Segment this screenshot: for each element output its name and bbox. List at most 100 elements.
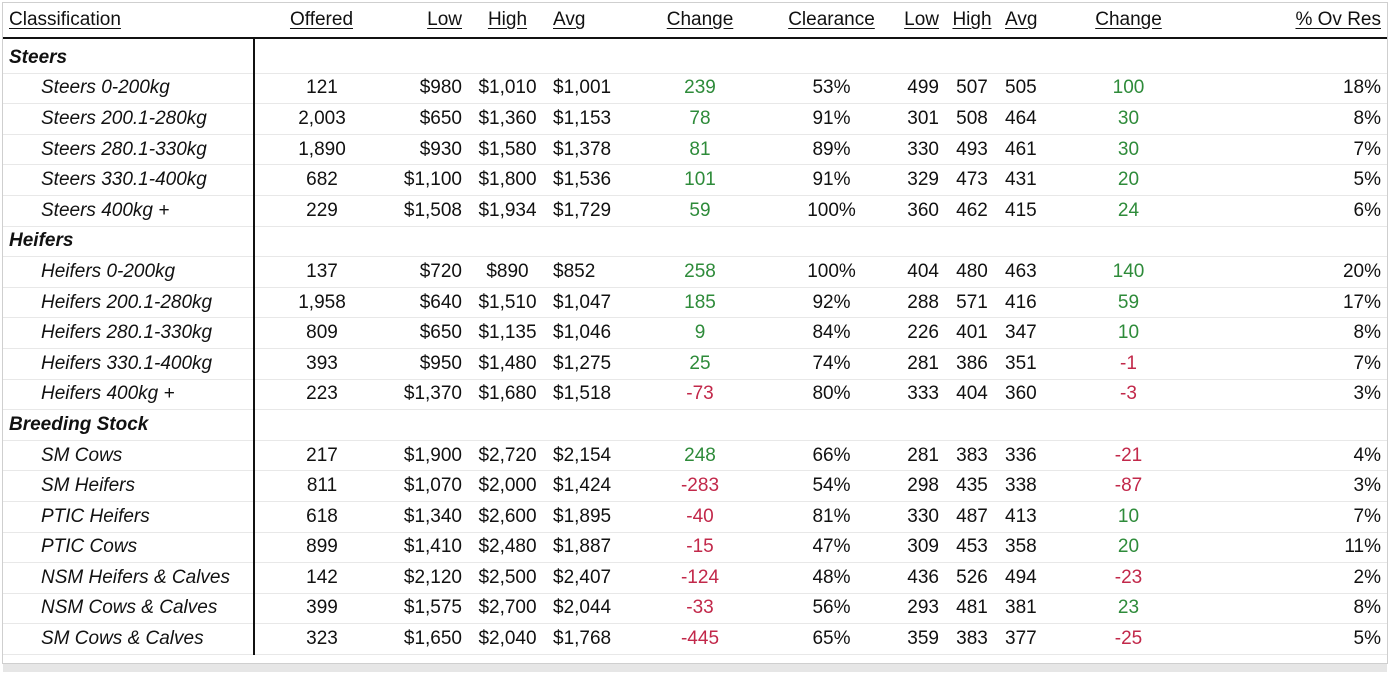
offered-cell: 393 <box>254 348 389 380</box>
classification-cell: NSM Cows & Calves <box>3 593 255 625</box>
offered-cell: 811 <box>254 470 389 502</box>
header-change-cents: Change <box>1067 3 1190 39</box>
avg-cents-cell: 347 <box>999 317 1067 349</box>
clearance-cell: 74% <box>778 348 885 380</box>
group-label: Heifers <box>3 226 255 258</box>
table-row: Heifers 200.1-280kg 1,958 $640 $1,510 $1,047… <box>3 287 1387 319</box>
high-cents-cell: 473 <box>945 164 999 196</box>
change-cell: 258 <box>622 256 778 288</box>
avg-price-cell: $1,518 <box>547 379 622 411</box>
ov-res-cell: 5% <box>1190 623 1387 655</box>
empty-cell <box>1190 409 1387 441</box>
low-cents-cell: 333 <box>885 379 945 411</box>
high-cents-cell: 435 <box>945 470 999 502</box>
high-cents-cell: 453 <box>945 532 999 564</box>
avg-price-cell: $2,044 <box>547 593 622 625</box>
change-cents-cell: 30 <box>1067 103 1190 135</box>
group-row: Breeding Stock <box>3 409 1387 441</box>
low-price-cell: $1,410 <box>389 532 468 564</box>
low-cents-cell: 330 <box>885 134 945 166</box>
avg-cents-cell: 358 <box>999 532 1067 564</box>
table-row: SM Cows 217 $1,900 $2,720 $2,154 248 66% 281 383… <box>3 440 1387 472</box>
avg-price-cell: $1,895 <box>547 501 622 533</box>
empty-cell <box>254 38 389 74</box>
low-cents-cell: 404 <box>885 256 945 288</box>
ov-res-cell: 7% <box>1190 134 1387 166</box>
change-cents-cell: -23 <box>1067 562 1190 594</box>
empty-cell <box>1067 409 1190 441</box>
empty-cell <box>885 226 945 258</box>
clearance-cell: 66% <box>778 440 885 472</box>
low-price-cell: $1,070 <box>389 470 468 502</box>
empty-cell <box>389 409 468 441</box>
header-row: Classification Offered Low High Avg Chan… <box>3 3 1387 39</box>
header-high: High <box>468 3 547 39</box>
avg-cents-cell: 461 <box>999 134 1067 166</box>
header-avg-cents: Avg <box>999 3 1067 39</box>
change-cents-cell: 10 <box>1067 501 1190 533</box>
low-cents-cell: 359 <box>885 623 945 655</box>
change-cell: 9 <box>622 317 778 349</box>
avg-cents-cell: 463 <box>999 256 1067 288</box>
high-cents-cell: 383 <box>945 440 999 472</box>
avg-cents-cell: 336 <box>999 440 1067 472</box>
classification-cell: PTIC Heifers <box>3 501 255 533</box>
avg-cents-cell: 505 <box>999 73 1067 105</box>
offered-cell: 217 <box>254 440 389 472</box>
avg-price-cell: $2,154 <box>547 440 622 472</box>
offered-cell: 229 <box>254 195 389 227</box>
group-row: Steers <box>3 38 1387 74</box>
avg-cents-cell: 431 <box>999 164 1067 196</box>
low-price-cell: $1,650 <box>389 623 468 655</box>
high-price-cell: $890 <box>468 256 547 288</box>
change-cell: -445 <box>622 623 778 655</box>
header-change: Change <box>622 3 778 39</box>
low-price-cell: $1,900 <box>389 440 468 472</box>
avg-cents-cell: 464 <box>999 103 1067 135</box>
high-price-cell: $2,600 <box>468 501 547 533</box>
high-price-cell: $2,500 <box>468 562 547 594</box>
avg-price-cell: $852 <box>547 256 622 288</box>
low-price-cell: $950 <box>389 348 468 380</box>
low-price-cell: $650 <box>389 317 468 349</box>
change-cents-cell: 100 <box>1067 73 1190 105</box>
offered-cell: 1,890 <box>254 134 389 166</box>
low-cents-cell: 298 <box>885 470 945 502</box>
low-price-cell: $1,340 <box>389 501 468 533</box>
high-cents-cell: 507 <box>945 73 999 105</box>
classification-cell: Heifers 0-200kg <box>3 256 255 288</box>
empty-cell <box>999 409 1067 441</box>
low-price-cell: $1,100 <box>389 164 468 196</box>
classification-cell: Steers 200.1-280kg <box>3 103 255 135</box>
high-price-cell: $1,580 <box>468 134 547 166</box>
avg-price-cell: $1,729 <box>547 195 622 227</box>
change-cents-cell: 20 <box>1067 164 1190 196</box>
avg-cents-cell: 413 <box>999 501 1067 533</box>
offered-cell: 618 <box>254 501 389 533</box>
avg-price-cell: $1,768 <box>547 623 622 655</box>
table-body: Steers Steers 0-200kg 121 $980 $1,010 $1,001 2… <box>3 38 1387 655</box>
empty-cell <box>468 409 547 441</box>
change-cents-cell: -1 <box>1067 348 1190 380</box>
empty-cell <box>1067 38 1190 74</box>
high-cents-cell: 481 <box>945 593 999 625</box>
avg-price-cell: $1,047 <box>547 287 622 319</box>
table-row: Steers 330.1-400kg 682 $1,100 $1,800 $1,536 1… <box>3 164 1387 196</box>
change-cents-cell: 140 <box>1067 256 1190 288</box>
classification-cell: SM Cows & Calves <box>3 623 255 655</box>
low-price-cell: $1,370 <box>389 379 468 411</box>
change-cell: -33 <box>622 593 778 625</box>
classification-cell: Heifers 330.1-400kg <box>3 348 255 380</box>
low-cents-cell: 281 <box>885 440 945 472</box>
empty-cell <box>622 226 778 258</box>
high-price-cell: $1,934 <box>468 195 547 227</box>
empty-cell <box>885 409 945 441</box>
clearance-cell: 84% <box>778 317 885 349</box>
high-cents-cell: 404 <box>945 379 999 411</box>
avg-price-cell: $1,275 <box>547 348 622 380</box>
table-row: Heifers 400kg +223 $1,370 $1,680 $1,518 -73 8… <box>3 379 1387 411</box>
header-low-cents: Low <box>885 3 945 39</box>
change-cell: -124 <box>622 562 778 594</box>
clearance-cell: 80% <box>778 379 885 411</box>
empty-cell <box>945 38 999 74</box>
